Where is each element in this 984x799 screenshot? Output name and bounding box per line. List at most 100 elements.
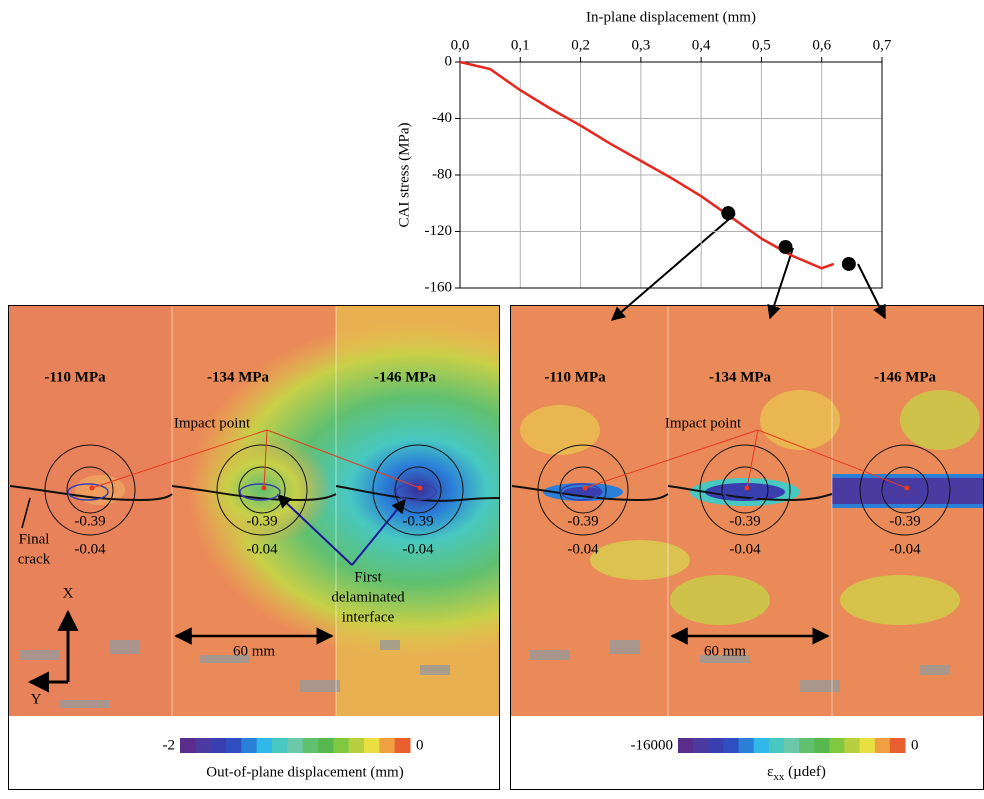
colorbar-swatch	[394, 738, 411, 753]
delamination-label: delaminated	[331, 589, 405, 605]
delamination-label: interface	[342, 609, 395, 625]
y-tick-label: -40	[432, 110, 452, 126]
contour-label: -0.39	[246, 513, 277, 529]
colorbar-swatch	[180, 738, 196, 753]
impact-leader	[746, 429, 759, 489]
colorbar-swatch	[753, 738, 770, 753]
data-line	[459, 60, 835, 270]
colorbar-label: εxx (µdef)	[767, 764, 826, 782]
scale-label: 60 mm	[704, 643, 746, 659]
crack	[511, 485, 833, 502]
stress-label: -134 MPa	[709, 369, 772, 385]
delamination-outline	[67, 483, 109, 501]
y-axis-label: CAI stress (MPa)	[396, 123, 412, 228]
impact-leader	[263, 429, 268, 489]
x-tick-label: 0,3	[631, 37, 650, 53]
y-tick-label: -80	[432, 166, 452, 182]
delamination-label: First	[354, 569, 382, 585]
x-tick-label: 0,4	[692, 37, 711, 53]
colorbar-swatch	[799, 738, 815, 753]
contour-label: -0.04	[729, 541, 761, 557]
colorbar-swatch	[272, 738, 288, 753]
x-tick-label: 0,0	[451, 37, 470, 53]
outer-contour	[44, 444, 136, 536]
colorbar-swatch	[241, 738, 258, 753]
crack-label: crack	[18, 551, 51, 567]
stage-marker	[778, 240, 793, 255]
delamination-arrows	[276, 494, 406, 566]
left-field	[9, 306, 499, 716]
axis-x-label: X	[63, 585, 74, 601]
colorbar-max: 0	[911, 737, 919, 753]
colorbar-swatch	[783, 738, 800, 753]
colorbar-swatch	[814, 738, 830, 753]
colorbar-swatch	[874, 738, 891, 753]
x-tick-label: 0,1	[511, 37, 530, 53]
contour-label: -0.04	[74, 541, 106, 557]
y-tick-label: -160	[425, 279, 453, 295]
inner-contour	[238, 466, 286, 514]
colorbar-label-subscript: xx	[773, 771, 785, 783]
plot-frame	[459, 61, 883, 289]
colorbar-swatch	[859, 738, 876, 753]
colorbar-swatch	[768, 738, 785, 753]
colorbar-swatch	[723, 738, 740, 753]
contour-label: -0.39	[567, 513, 598, 529]
contour-label: -0.39	[729, 513, 760, 529]
colorbar-swatch	[708, 738, 724, 753]
colorbar-max: 0	[416, 737, 424, 753]
colorbar-swatch	[889, 738, 906, 753]
colorbar-swatch	[348, 738, 365, 753]
colorbar-swatch	[738, 738, 755, 753]
x-tick-label: 0,2	[571, 37, 590, 53]
stress-label: -134 MPa	[207, 369, 270, 385]
impact-leader	[757, 429, 908, 489]
contour-label: -0.04	[889, 541, 921, 557]
delamination-outline	[395, 483, 437, 501]
crack-label: Final	[19, 531, 50, 547]
stress-label: -110 MPa	[44, 369, 106, 385]
impact-point	[904, 485, 910, 491]
contour-label: -0.39	[74, 513, 105, 529]
impact-point	[261, 485, 267, 491]
colorbar-swatch	[302, 738, 319, 753]
colorbar-swatch	[195, 738, 212, 753]
colorbar-swatch	[379, 738, 396, 753]
x-tick-label: 0,5	[752, 37, 771, 53]
contour-label: -0.39	[889, 513, 920, 529]
colorbar-label-unit: (µdef)	[784, 764, 826, 780]
impact-point	[417, 485, 423, 491]
impact-leader	[266, 429, 421, 489]
colorbar-swatch	[829, 738, 845, 753]
x-axis-label: In-plane displacement (mm)	[586, 9, 756, 25]
impact-point	[582, 485, 588, 491]
outer-contour	[216, 444, 308, 536]
colorbar-label: Out-of-plane displacement (mm)	[206, 764, 403, 780]
outer-contour	[699, 444, 791, 536]
y-tick-label: 0	[445, 53, 453, 69]
contour-label: -0.04	[402, 541, 434, 557]
outer-contour	[537, 444, 629, 536]
impact-label: Impact point	[174, 415, 251, 431]
colorbar-swatch	[333, 738, 350, 753]
colorbar-swatch	[678, 738, 694, 753]
colorbar-swatch	[287, 738, 304, 753]
right-field	[511, 306, 983, 716]
inner-contour	[66, 466, 114, 514]
colorbar-min: -16000	[631, 737, 674, 753]
contour-label: -0.04	[246, 541, 278, 557]
stage-marker	[721, 206, 736, 221]
colorbar-min: -2	[163, 737, 176, 753]
inner-contour	[559, 466, 607, 514]
delamination-outline	[560, 483, 602, 501]
impact-point	[744, 485, 750, 491]
delamination-outline	[882, 483, 924, 501]
x-tick-label: 0,6	[812, 37, 831, 53]
contour-label: -0.39	[402, 513, 433, 529]
impact-leader	[584, 429, 759, 489]
inner-contour	[721, 466, 769, 514]
scale-label: 60 mm	[233, 643, 275, 659]
x-tick-label: 0,7	[873, 37, 892, 53]
colorbar-swatch	[364, 738, 380, 753]
